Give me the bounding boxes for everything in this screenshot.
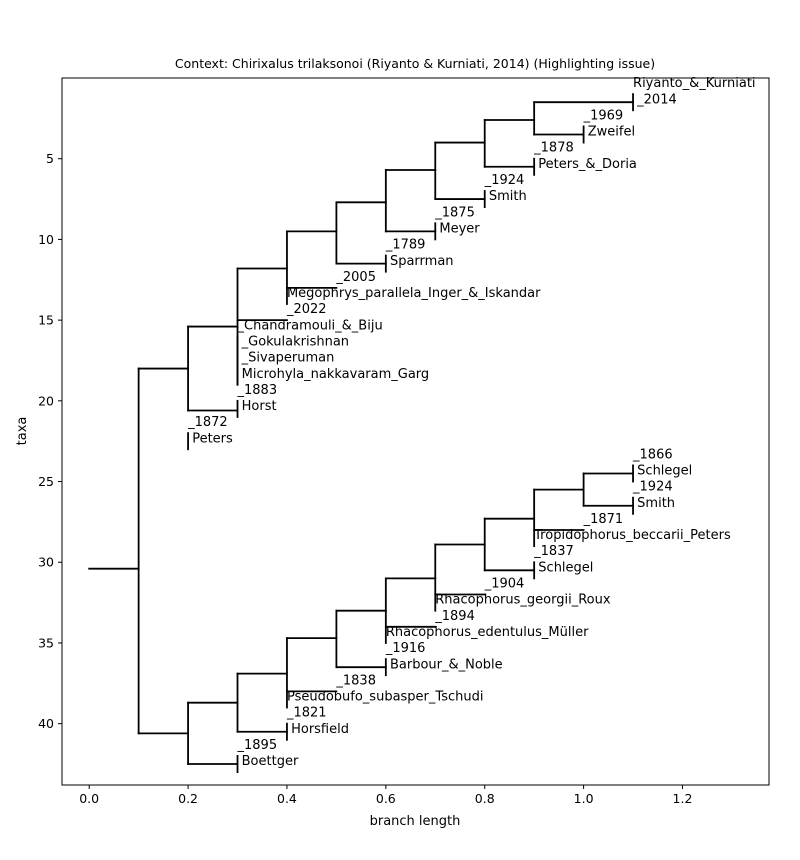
y-tick-label: 10 — [38, 232, 54, 247]
leaf-label-line: _1894 — [434, 609, 475, 624]
leaf-label-line: Boettger — [238, 754, 299, 769]
x-tick-label: 0.8 — [475, 791, 495, 806]
leaf-label-line: _1895 — [237, 738, 278, 753]
y-tick-label: 40 — [38, 716, 54, 731]
leaf-label: _1866 Schlegel — [632, 447, 692, 478]
leaf-label: _1895 Boettger — [237, 738, 299, 769]
plot-frame — [61, 77, 770, 786]
leaf-label-line: Sparrman — [386, 254, 454, 269]
leaf-label-line: Schlegel — [534, 560, 593, 575]
leaf-label-line: _1838 — [335, 673, 376, 688]
y-tick-label: 5 — [46, 151, 54, 166]
leaf-label: _1924 Smith — [632, 480, 675, 511]
leaf-label-line: _1789 — [385, 238, 426, 253]
y-tick-label: 20 — [38, 393, 54, 408]
leaf-label-line: Zweifel — [584, 125, 635, 140]
leaf-label: _2005 — [335, 270, 376, 285]
leaf-label-line: _Gokulakrishnan — [238, 334, 350, 349]
leaf-label: Rhacophorus_georgii_Roux — [435, 593, 611, 608]
leaf-label-line: Barbour_&_Noble — [386, 657, 503, 672]
leaf-label-line: Peters — [188, 431, 233, 446]
leaf-label-line: _2022 — [286, 302, 327, 317]
leaf-label-line: _1904 — [484, 577, 525, 592]
leaf-label-line: _1866 — [632, 447, 673, 462]
leaf-tick-group — [187, 93, 634, 773]
leaf-label-line: Horsfield — [287, 722, 349, 737]
x-tick-label: 0.6 — [376, 791, 396, 806]
leaf-label: Megophrys_parallela_Inger_&_Iskandar — [287, 286, 541, 301]
leaf-label: _1789 Sparrman — [385, 238, 454, 269]
leaf-label: Riyanto_&_Kurniati _2014 — [633, 76, 756, 107]
leaf-label-line: _Sivaperuman — [238, 351, 335, 366]
leaf-label-group: Riyanto_&_Kurniati _2014 _1969 Zweifel _… — [187, 76, 755, 769]
leaf-label-line: _1924 — [484, 173, 525, 188]
leaf-label: _1969 Zweifel — [583, 108, 635, 139]
leaf-label-line: _1924 — [632, 480, 673, 495]
x-tick-label: 1.2 — [673, 791, 693, 806]
y-tick-label: 25 — [38, 474, 54, 489]
leaf-label-line: Smith — [633, 496, 675, 511]
leaf-label-line: Riyanto_&_Kurniati — [633, 76, 756, 91]
leaf-label-line: Rhacophorus_edentulus_Müller — [386, 625, 589, 640]
y-tick-label: 30 — [38, 555, 54, 570]
leaf-label-line: Tropidophorus_beccarii_Peters — [533, 528, 731, 543]
leaf-label: _1883 Horst — [237, 383, 278, 414]
chart-title: Context: Chirixalus trilaksonoi (Riyanto… — [175, 56, 655, 71]
leaf-label-line: _1837 — [533, 544, 574, 559]
leaf-label-line: _1916 — [385, 641, 426, 656]
leaf-label: _1924 Smith — [484, 173, 527, 204]
leaf-label-line: Rhacophorus_georgii_Roux — [435, 593, 611, 608]
leaf-label: _1904 — [484, 577, 525, 592]
leaf-label-line: Horst — [238, 399, 277, 414]
leaf-label-line: _1878 — [533, 141, 574, 156]
leaf-label-line: _2005 — [335, 270, 376, 285]
leaf-label: _1894 — [434, 609, 475, 624]
leaf-label-line: Microhyla_nakkavaram_Garg — [238, 367, 430, 382]
x-tick-label: 0.0 — [79, 791, 99, 806]
leaf-label: _1821 Horsfield — [286, 706, 349, 737]
leaf-label: _2022 — [286, 302, 327, 317]
leaf-label: Tropidophorus_beccarii_Peters — [533, 528, 731, 543]
leaf-label-line: _1872 — [187, 415, 228, 430]
leaf-label: _1872 Peters — [187, 415, 233, 446]
leaf-label-line: _1821 — [286, 706, 327, 721]
leaf-label: _1871 — [583, 512, 624, 527]
leaf-label-line: _1969 — [583, 108, 624, 123]
leaf-label-line: _2014 — [633, 92, 677, 107]
leaf-label: _1838 — [335, 673, 376, 688]
leaf-label: _1837 Schlegel — [533, 544, 593, 575]
y-tick-label: 35 — [38, 635, 54, 650]
x-tick-label: 1.0 — [574, 791, 594, 806]
x-tick-label: 0.2 — [178, 791, 198, 806]
x-tick-label: 0.4 — [277, 791, 297, 806]
y-axis-label: taxa — [15, 417, 30, 446]
leaf-label-line: Schlegel — [633, 464, 692, 479]
leaf-label-line: Smith — [485, 189, 527, 204]
x-axis-label: branch length — [370, 814, 461, 829]
leaf-label: Rhacophorus_edentulus_Müller — [386, 625, 589, 640]
leaf-label-line: _1875 — [434, 205, 475, 220]
leaf-label-line: _1871 — [583, 512, 624, 527]
leaf-label: _Chandramouli_&_Biju _Gokulakrishnan _Si… — [237, 318, 430, 382]
leaf-label-line: _1883 — [237, 383, 278, 398]
leaf-label: Pseudobufo_subasper_Tschudi — [287, 690, 484, 705]
leaf-label-line: Pseudobufo_subasper_Tschudi — [287, 690, 484, 705]
leaf-label: _1875 Meyer — [434, 205, 480, 236]
leaf-label-line: Megophrys_parallela_Inger_&_Iskandar — [287, 286, 541, 301]
x-axis-ticks: 0.0 0.2 0.4 0.6 0.8 1.0 1.2 — [79, 785, 692, 806]
leaf-label-line: Peters_&_Doria — [534, 157, 637, 172]
y-axis-ticks: 5 10 15 20 25 30 35 40 — [38, 151, 62, 731]
leaf-label-line: _Chandramouli_&_Biju — [237, 318, 383, 333]
branch-group — [88, 101, 634, 765]
leaf-label: _1916 Barbour_&_Noble — [385, 641, 503, 672]
leaf-label: _1878 Peters_&_Doria — [533, 141, 637, 172]
leaf-label-line: Meyer — [435, 221, 480, 236]
y-tick-label: 15 — [38, 313, 54, 328]
